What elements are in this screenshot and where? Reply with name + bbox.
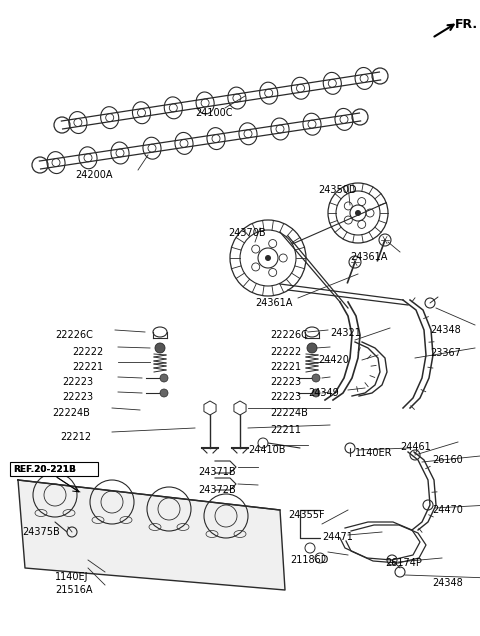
Text: 22223: 22223 <box>62 392 93 402</box>
Circle shape <box>312 374 320 382</box>
Text: 22223: 22223 <box>62 377 93 387</box>
Text: 24371B: 24371B <box>198 467 236 477</box>
Text: 22224B: 22224B <box>52 408 90 418</box>
Circle shape <box>155 343 165 353</box>
Text: 24350D: 24350D <box>318 185 357 195</box>
Circle shape <box>160 374 168 382</box>
Text: 24410B: 24410B <box>248 445 286 455</box>
Text: 22221: 22221 <box>270 362 301 372</box>
Text: REF.20-221B: REF.20-221B <box>13 464 76 473</box>
Text: 24420: 24420 <box>318 355 349 365</box>
Text: 24370B: 24370B <box>228 228 265 238</box>
Text: 26174P: 26174P <box>385 558 422 568</box>
Text: 24361A: 24361A <box>255 298 292 308</box>
Text: 23367: 23367 <box>430 348 461 358</box>
Text: 24355F: 24355F <box>288 510 324 520</box>
Text: 24321: 24321 <box>330 328 361 338</box>
Circle shape <box>265 255 271 261</box>
Text: 24348: 24348 <box>432 578 463 588</box>
Text: 24361A: 24361A <box>350 252 387 262</box>
Text: 24470: 24470 <box>432 505 463 515</box>
FancyBboxPatch shape <box>10 462 98 476</box>
Text: 24100C: 24100C <box>195 108 232 118</box>
Text: 1140ER: 1140ER <box>355 448 393 458</box>
Text: 1140EJ: 1140EJ <box>55 572 88 582</box>
Text: 22223: 22223 <box>270 377 301 387</box>
Text: 22211: 22211 <box>270 425 301 435</box>
Text: 22221: 22221 <box>72 362 103 372</box>
Text: 24471: 24471 <box>322 532 353 542</box>
Polygon shape <box>18 480 285 590</box>
Text: 22222: 22222 <box>72 347 103 357</box>
Text: 22223: 22223 <box>270 392 301 402</box>
Text: 24200A: 24200A <box>75 170 112 180</box>
Text: 22226C: 22226C <box>270 330 308 340</box>
Text: 24372B: 24372B <box>198 485 236 495</box>
Text: 24461: 24461 <box>400 442 431 452</box>
Text: 22222: 22222 <box>270 347 301 357</box>
Circle shape <box>307 343 317 353</box>
Text: 22224B: 22224B <box>270 408 308 418</box>
Text: 24349: 24349 <box>308 388 339 398</box>
Text: FR.: FR. <box>455 18 478 31</box>
Text: REF.20-221B: REF.20-221B <box>13 464 76 473</box>
Circle shape <box>355 210 361 216</box>
Circle shape <box>160 389 168 397</box>
Text: 22226C: 22226C <box>55 330 93 340</box>
Text: 24375B: 24375B <box>22 527 60 537</box>
Text: 22212: 22212 <box>60 432 91 442</box>
Text: 21186D: 21186D <box>290 555 328 565</box>
Text: 24348: 24348 <box>430 325 461 335</box>
Circle shape <box>312 389 320 397</box>
Text: 26160: 26160 <box>432 455 463 465</box>
Text: 21516A: 21516A <box>55 585 93 595</box>
